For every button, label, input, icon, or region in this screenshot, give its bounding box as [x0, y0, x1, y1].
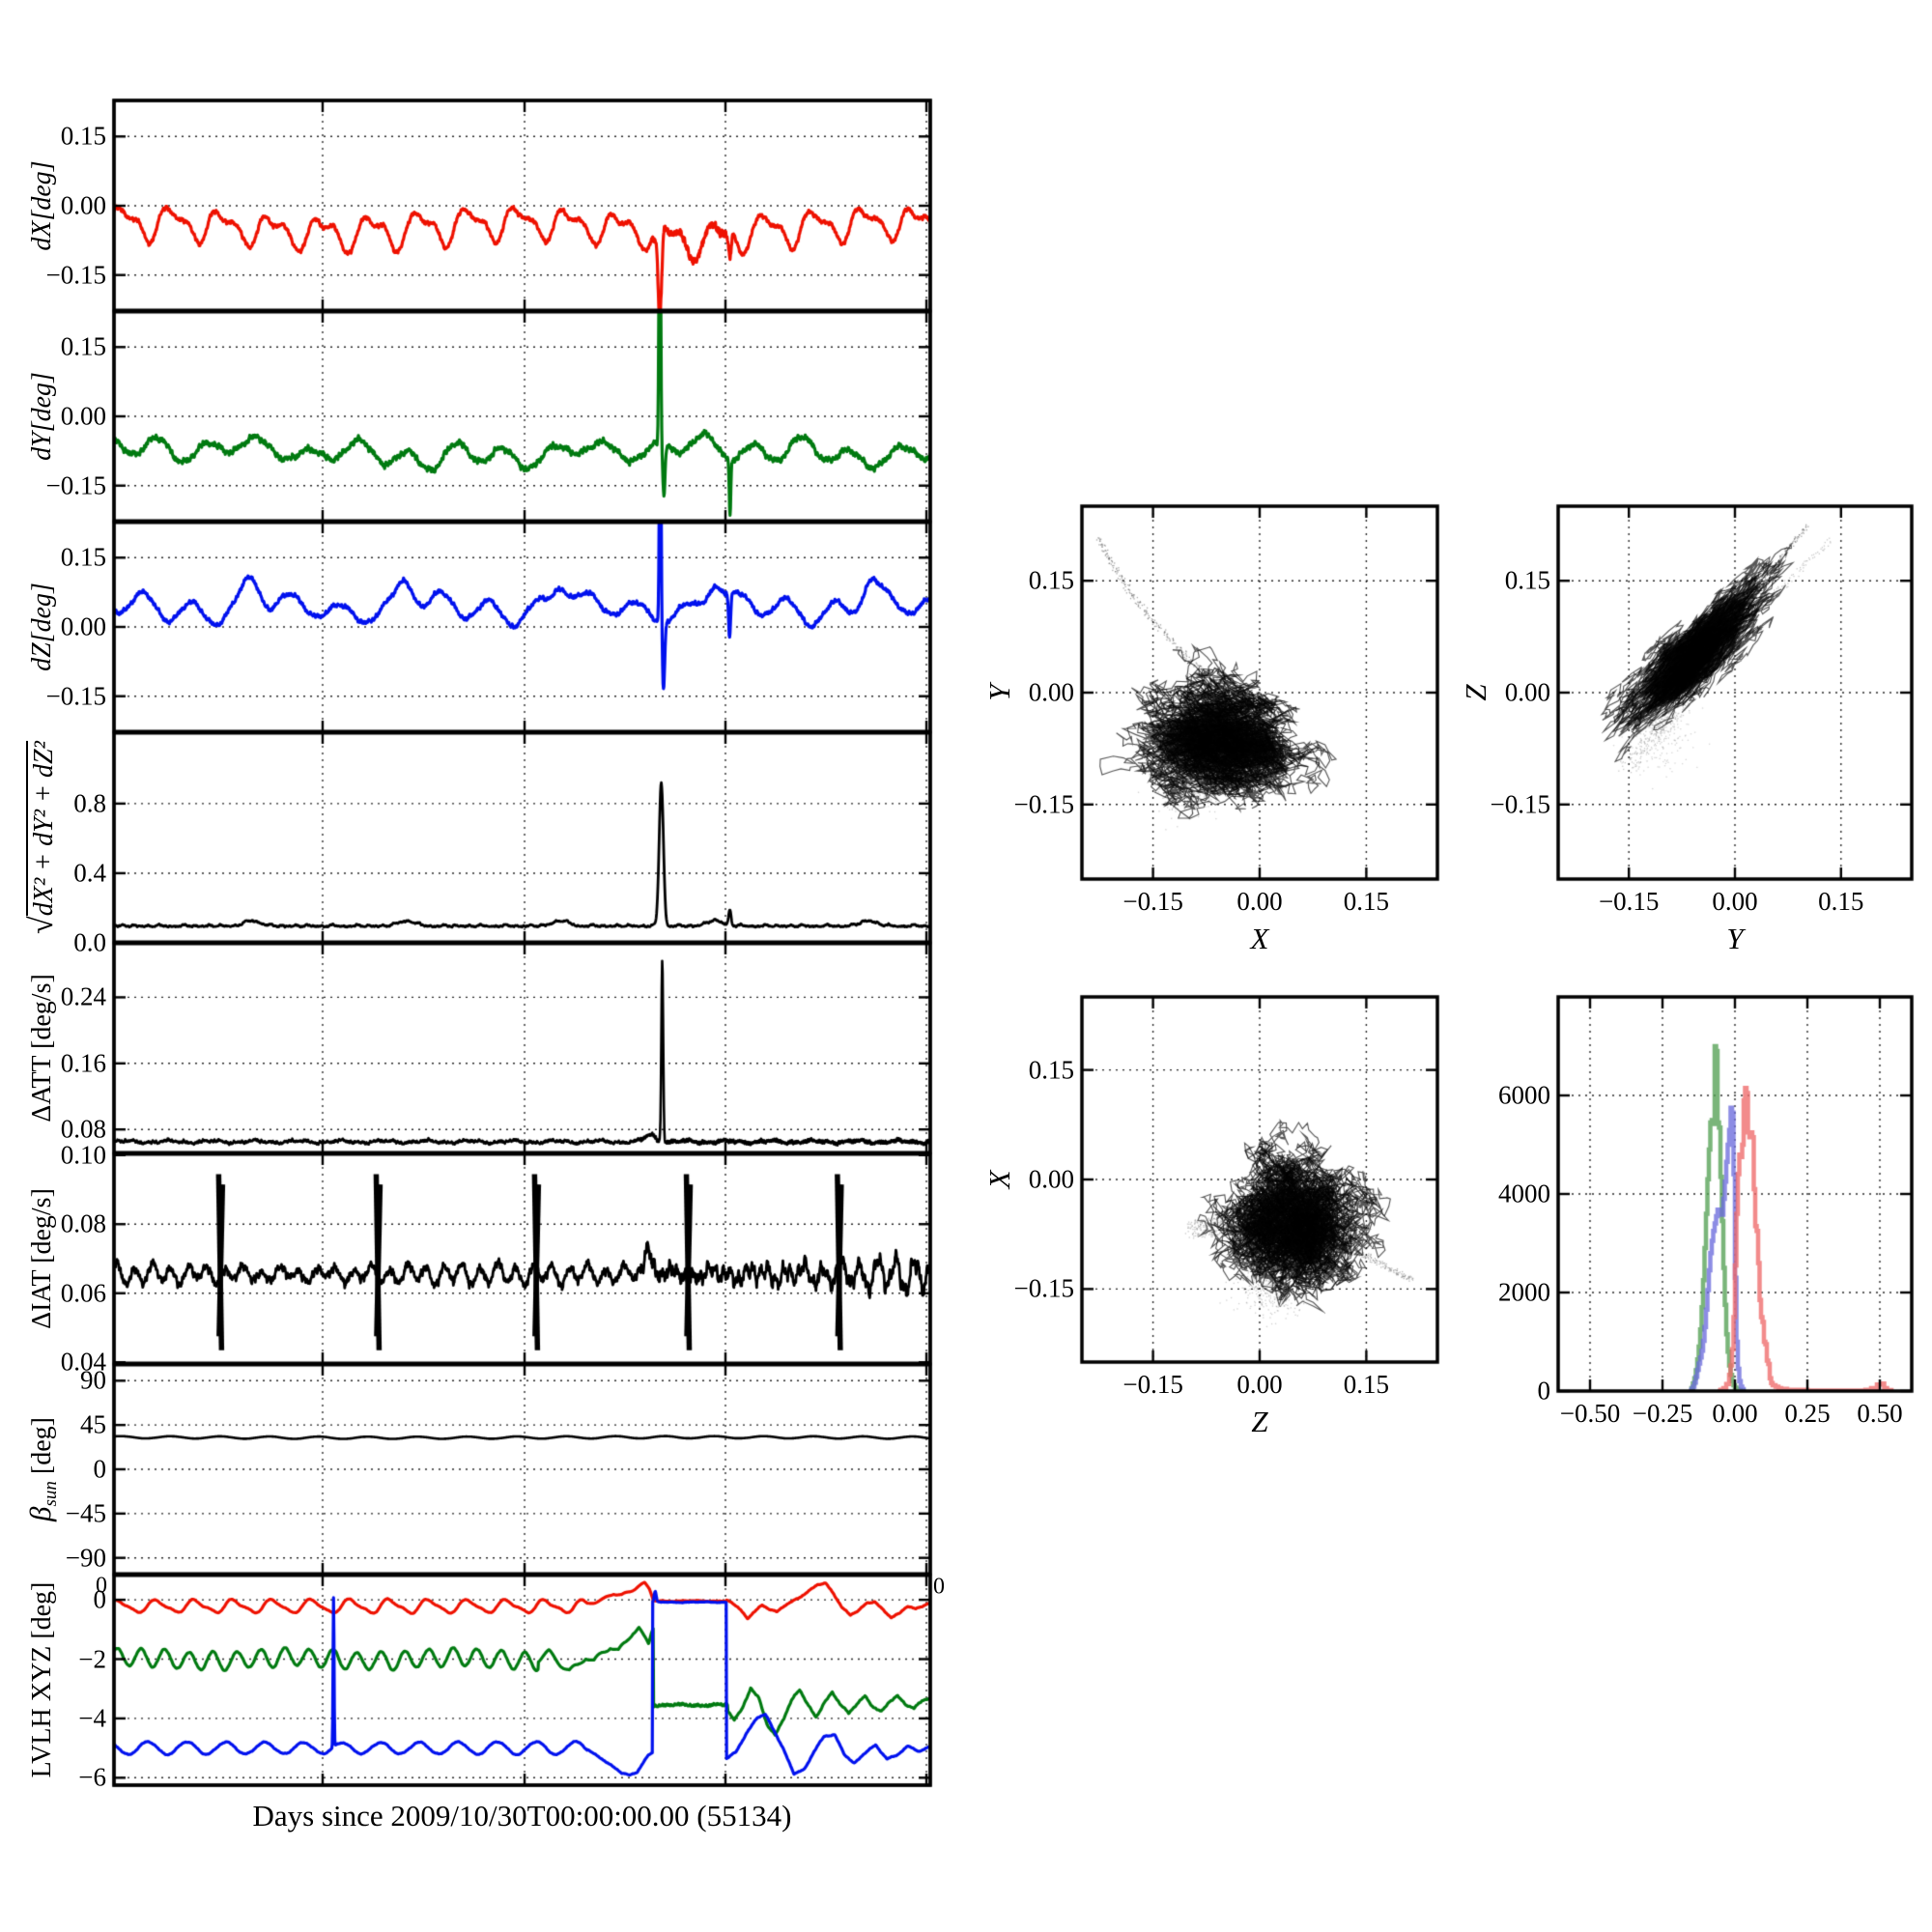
ytick-dIAT: 0.08 — [60, 1208, 106, 1238]
beta-subscript: sun — [41, 1481, 61, 1507]
scatter-yz-xtick: 0.00 — [1712, 887, 1758, 916]
ylabel-dX: dX[deg] — [27, 160, 57, 251]
ylabel-dATT: ΔATT [deg/s] — [27, 974, 57, 1122]
scatter-zx-ytick: 0.00 — [1028, 1164, 1074, 1194]
hist-ytick: 6000 — [1498, 1080, 1550, 1110]
beta-units: [deg] — [27, 1417, 57, 1482]
ytick-lvlh: −4 — [78, 1703, 106, 1733]
scatter-xy-ytick: 0.00 — [1028, 677, 1074, 707]
scatter-yz-ylabel: Z — [1459, 684, 1492, 701]
scatter-yz-ytick: 0.15 — [1504, 565, 1550, 595]
ylabel-beta: βsun [deg] — [23, 1417, 62, 1521]
scatter-zx-xtick: 0.00 — [1236, 1370, 1283, 1399]
scatter-zx-ytick: 0.15 — [1028, 1055, 1074, 1085]
scatter-yz-xlabel: Y — [1726, 922, 1744, 955]
hist-xtick: −0.25 — [1632, 1399, 1693, 1428]
ytick-dY: 0.00 — [60, 401, 106, 431]
ylabel-lvlh: LVLH XYZ [deg] — [27, 1581, 57, 1778]
scatter-xy-xtick: 0.00 — [1236, 887, 1283, 916]
ytick-lvlh: 0 — [93, 1584, 107, 1614]
ytick-dZ: 0.00 — [60, 611, 106, 641]
ytick-lvlh: −2 — [78, 1644, 106, 1673]
sqrt-radicand: dX² + dY² + dZ² — [26, 741, 59, 917]
scatter-yz-xtick: −0.15 — [1598, 887, 1660, 916]
beta-symbol: β — [23, 1506, 57, 1521]
ytick-lvlh: −6 — [78, 1762, 106, 1792]
ytick-dATT: 0.24 — [60, 981, 106, 1011]
scatter-zx-xtick: 0.15 — [1343, 1370, 1390, 1399]
ylabel-mag: √dX² + dY² + dZ² — [24, 741, 61, 934]
scatter-zx-ytick: −0.15 — [1013, 1273, 1074, 1303]
scatter-xy-xtick: −0.15 — [1122, 887, 1183, 916]
scatter-xy-ylabel: Y — [982, 684, 1016, 701]
scatter-xy-ytick: −0.15 — [1013, 789, 1074, 819]
ytick-mag: 0.8 — [73, 788, 106, 818]
hist-xtick: 0.50 — [1857, 1399, 1903, 1428]
scatter-yz-xtick: 0.15 — [1818, 887, 1864, 916]
hist-xtick: 0.25 — [1784, 1399, 1831, 1428]
ytick-beta: 90 — [80, 1365, 106, 1395]
ytick-dX: 0.15 — [60, 121, 106, 151]
scatter-zx-xtick: −0.15 — [1122, 1370, 1183, 1399]
ytick-dX: 0.00 — [60, 190, 106, 220]
scatter-xy-xlabel: X — [1250, 922, 1269, 955]
ytick-dZ: 0.15 — [60, 542, 106, 572]
ytick-dX: −0.15 — [45, 260, 106, 290]
hist-ytick: 2000 — [1498, 1277, 1550, 1307]
ytick-mag: 0.4 — [73, 858, 106, 888]
ytick-dIAT: 0.10 — [60, 1140, 106, 1170]
sqrt-radical: √ — [24, 916, 60, 934]
scatter-zx-ylabel: X — [982, 1170, 1016, 1189]
ylabel-dIAT: ΔIAT [deg/s] — [27, 1188, 57, 1329]
ytick-beta: −90 — [65, 1543, 106, 1573]
scatter-yz-ytick: −0.15 — [1490, 789, 1550, 819]
scatter-xy-xtick: 0.15 — [1343, 887, 1390, 916]
ytick-beta: 0 — [93, 1454, 107, 1484]
ytick-mag: 0.0 — [73, 927, 106, 957]
ytick-dY: 0.15 — [60, 331, 106, 361]
ytick-dZ: −0.15 — [45, 681, 106, 711]
hist-ytick: 0 — [1537, 1376, 1551, 1406]
ytick-dY: −0.15 — [45, 470, 106, 500]
stray-zero: 0 — [933, 1574, 945, 1600]
hist-ytick: 4000 — [1498, 1179, 1550, 1208]
hist-xtick: 0.00 — [1712, 1399, 1758, 1428]
ytick-beta: −45 — [65, 1498, 106, 1528]
ytick-beta: 45 — [80, 1409, 106, 1439]
ylabel-dY: dY[deg] — [27, 372, 57, 461]
x-axis-label: Days since 2009/10/30T00:00:00.00 (55134… — [252, 1799, 792, 1833]
ylabel-dZ: dZ[deg] — [27, 582, 57, 671]
scatter-yz-ytick: 0.00 — [1504, 677, 1550, 707]
ytick-dIAT: 0.04 — [60, 1347, 106, 1377]
ytick-dIAT: 0.06 — [60, 1278, 106, 1308]
hist-xtick: −0.50 — [1559, 1399, 1621, 1428]
scatter-zx-xlabel: Z — [1251, 1405, 1268, 1438]
ytick-dATT: 0.16 — [60, 1048, 106, 1078]
scatter-xy-ytick: 0.15 — [1028, 565, 1074, 595]
ytick-dATT: 0.08 — [60, 1114, 106, 1144]
stray-zero: 0 — [96, 1573, 107, 1599]
